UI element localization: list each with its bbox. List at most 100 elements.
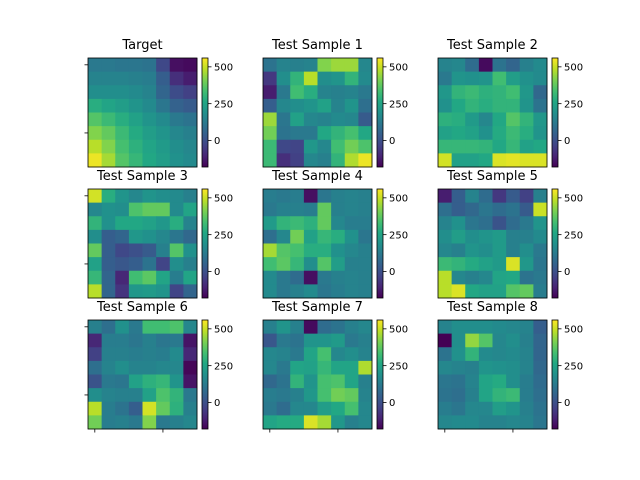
heatmap-cell	[451, 85, 466, 100]
heatmap-cell	[101, 347, 116, 362]
heatmap-cell	[263, 243, 278, 258]
heatmap-cell	[519, 112, 534, 127]
colorbar-tick-label: 0	[564, 398, 570, 409]
heatmap-cell	[358, 243, 373, 258]
heatmap-cell	[438, 216, 453, 231]
heatmap-cell	[276, 415, 291, 430]
heatmap-cell	[465, 58, 480, 73]
heatmap-cell	[303, 216, 318, 231]
colorbar-tick-label: 250	[214, 230, 233, 241]
heatmap-cell	[506, 320, 521, 335]
heatmap-cell	[344, 126, 359, 141]
heatmap-cell	[303, 374, 318, 389]
heatmap-cell	[290, 126, 305, 141]
heatmap-cell	[115, 202, 130, 217]
colorbar	[377, 189, 383, 298]
axes-frame	[87, 319, 198, 430]
heatmap-cell	[128, 284, 143, 299]
colorbar	[202, 189, 208, 298]
heatmap-cell	[88, 284, 103, 299]
heatmap-cell	[438, 229, 453, 244]
heatmap-cell	[317, 85, 332, 100]
colorbar	[377, 58, 383, 167]
heatmap-cell	[101, 333, 116, 348]
heatmap-cell	[183, 98, 198, 113]
heatmap-cell	[169, 58, 184, 73]
heatmap-cell	[183, 257, 198, 272]
heatmap-cell	[169, 202, 184, 217]
colorbar-frame	[376, 57, 384, 168]
heatmap-cell	[156, 139, 171, 154]
heatmap-cell	[101, 126, 116, 141]
heatmap-cell	[478, 189, 493, 204]
heatmap-cell	[451, 360, 466, 375]
heatmap-cell	[183, 333, 198, 348]
heatmap-cell	[506, 98, 521, 113]
heatmap-cell	[478, 360, 493, 375]
heatmap-cell	[533, 216, 548, 231]
heatmap-cell	[506, 347, 521, 362]
heatmap-cell	[169, 229, 184, 244]
heatmap-cell	[492, 153, 507, 168]
heatmap-cell	[303, 126, 318, 141]
heatmap-cell	[492, 126, 507, 141]
colorbar	[552, 320, 558, 429]
heatmap-cell	[358, 388, 373, 403]
heatmap-cell	[465, 388, 480, 403]
heatmap-cell	[331, 126, 346, 141]
heatmap-cell	[169, 243, 184, 258]
heatmap-cell	[183, 58, 198, 73]
heatmap-cell	[317, 58, 332, 73]
heatmap-cell	[303, 202, 318, 217]
heatmap-cell	[101, 388, 116, 403]
heatmap-cell	[290, 374, 305, 389]
heatmap-cell	[128, 58, 143, 73]
heatmap-cell	[263, 284, 278, 299]
heatmap-cell	[142, 388, 157, 403]
heatmap-cell	[290, 333, 305, 348]
heatmap-cell	[263, 388, 278, 403]
heatmap-cell	[276, 270, 291, 285]
heatmap-cell	[156, 189, 171, 204]
heatmap-cell	[492, 229, 507, 244]
heatmap-cell	[331, 243, 346, 258]
heatmap-cell	[183, 85, 198, 100]
heatmap-cell	[290, 388, 305, 403]
heatmap-cell	[438, 347, 453, 362]
heatmap-cell	[465, 284, 480, 299]
heatmap-cell	[156, 85, 171, 100]
heatmap-cell	[317, 98, 332, 113]
heatmap-cell	[290, 139, 305, 154]
heatmap-cell	[290, 415, 305, 430]
panel-title: Test Sample 3	[96, 169, 188, 184]
heatmap-cell	[115, 85, 130, 100]
heatmap-cell	[88, 320, 103, 335]
heatmap-cell	[317, 401, 332, 416]
heatmap-cell	[142, 284, 157, 299]
heatmap-cell	[506, 139, 521, 154]
heatmap-cell	[492, 202, 507, 217]
heatmap-cell	[115, 360, 130, 375]
heatmap-cell	[465, 374, 480, 389]
heatmap-cell	[88, 415, 103, 430]
heatmap-cell	[478, 347, 493, 362]
heatmap-cell	[492, 270, 507, 285]
heatmap-cell	[142, 360, 157, 375]
heatmap-cell	[317, 216, 332, 231]
heatmap-panel-0: Target 0 250 500	[84, 38, 233, 168]
heatmap-cell	[317, 257, 332, 272]
heatmap-cell	[276, 347, 291, 362]
heatmap-cell	[451, 415, 466, 430]
heatmap-cell	[331, 202, 346, 217]
heatmap-cell	[128, 112, 143, 127]
heatmap-cell	[128, 139, 143, 154]
heatmap-cell	[183, 216, 198, 231]
heatmap-cell	[115, 320, 130, 335]
heatmap-cell	[317, 139, 332, 154]
heatmap-cell	[533, 85, 548, 100]
heatmap-cell	[169, 71, 184, 86]
heatmap-panel-5: Test Sample 5 0 250 500	[437, 169, 583, 299]
heatmap-cell	[317, 333, 332, 348]
heatmap-cell	[344, 270, 359, 285]
heatmap-cell	[331, 153, 346, 168]
